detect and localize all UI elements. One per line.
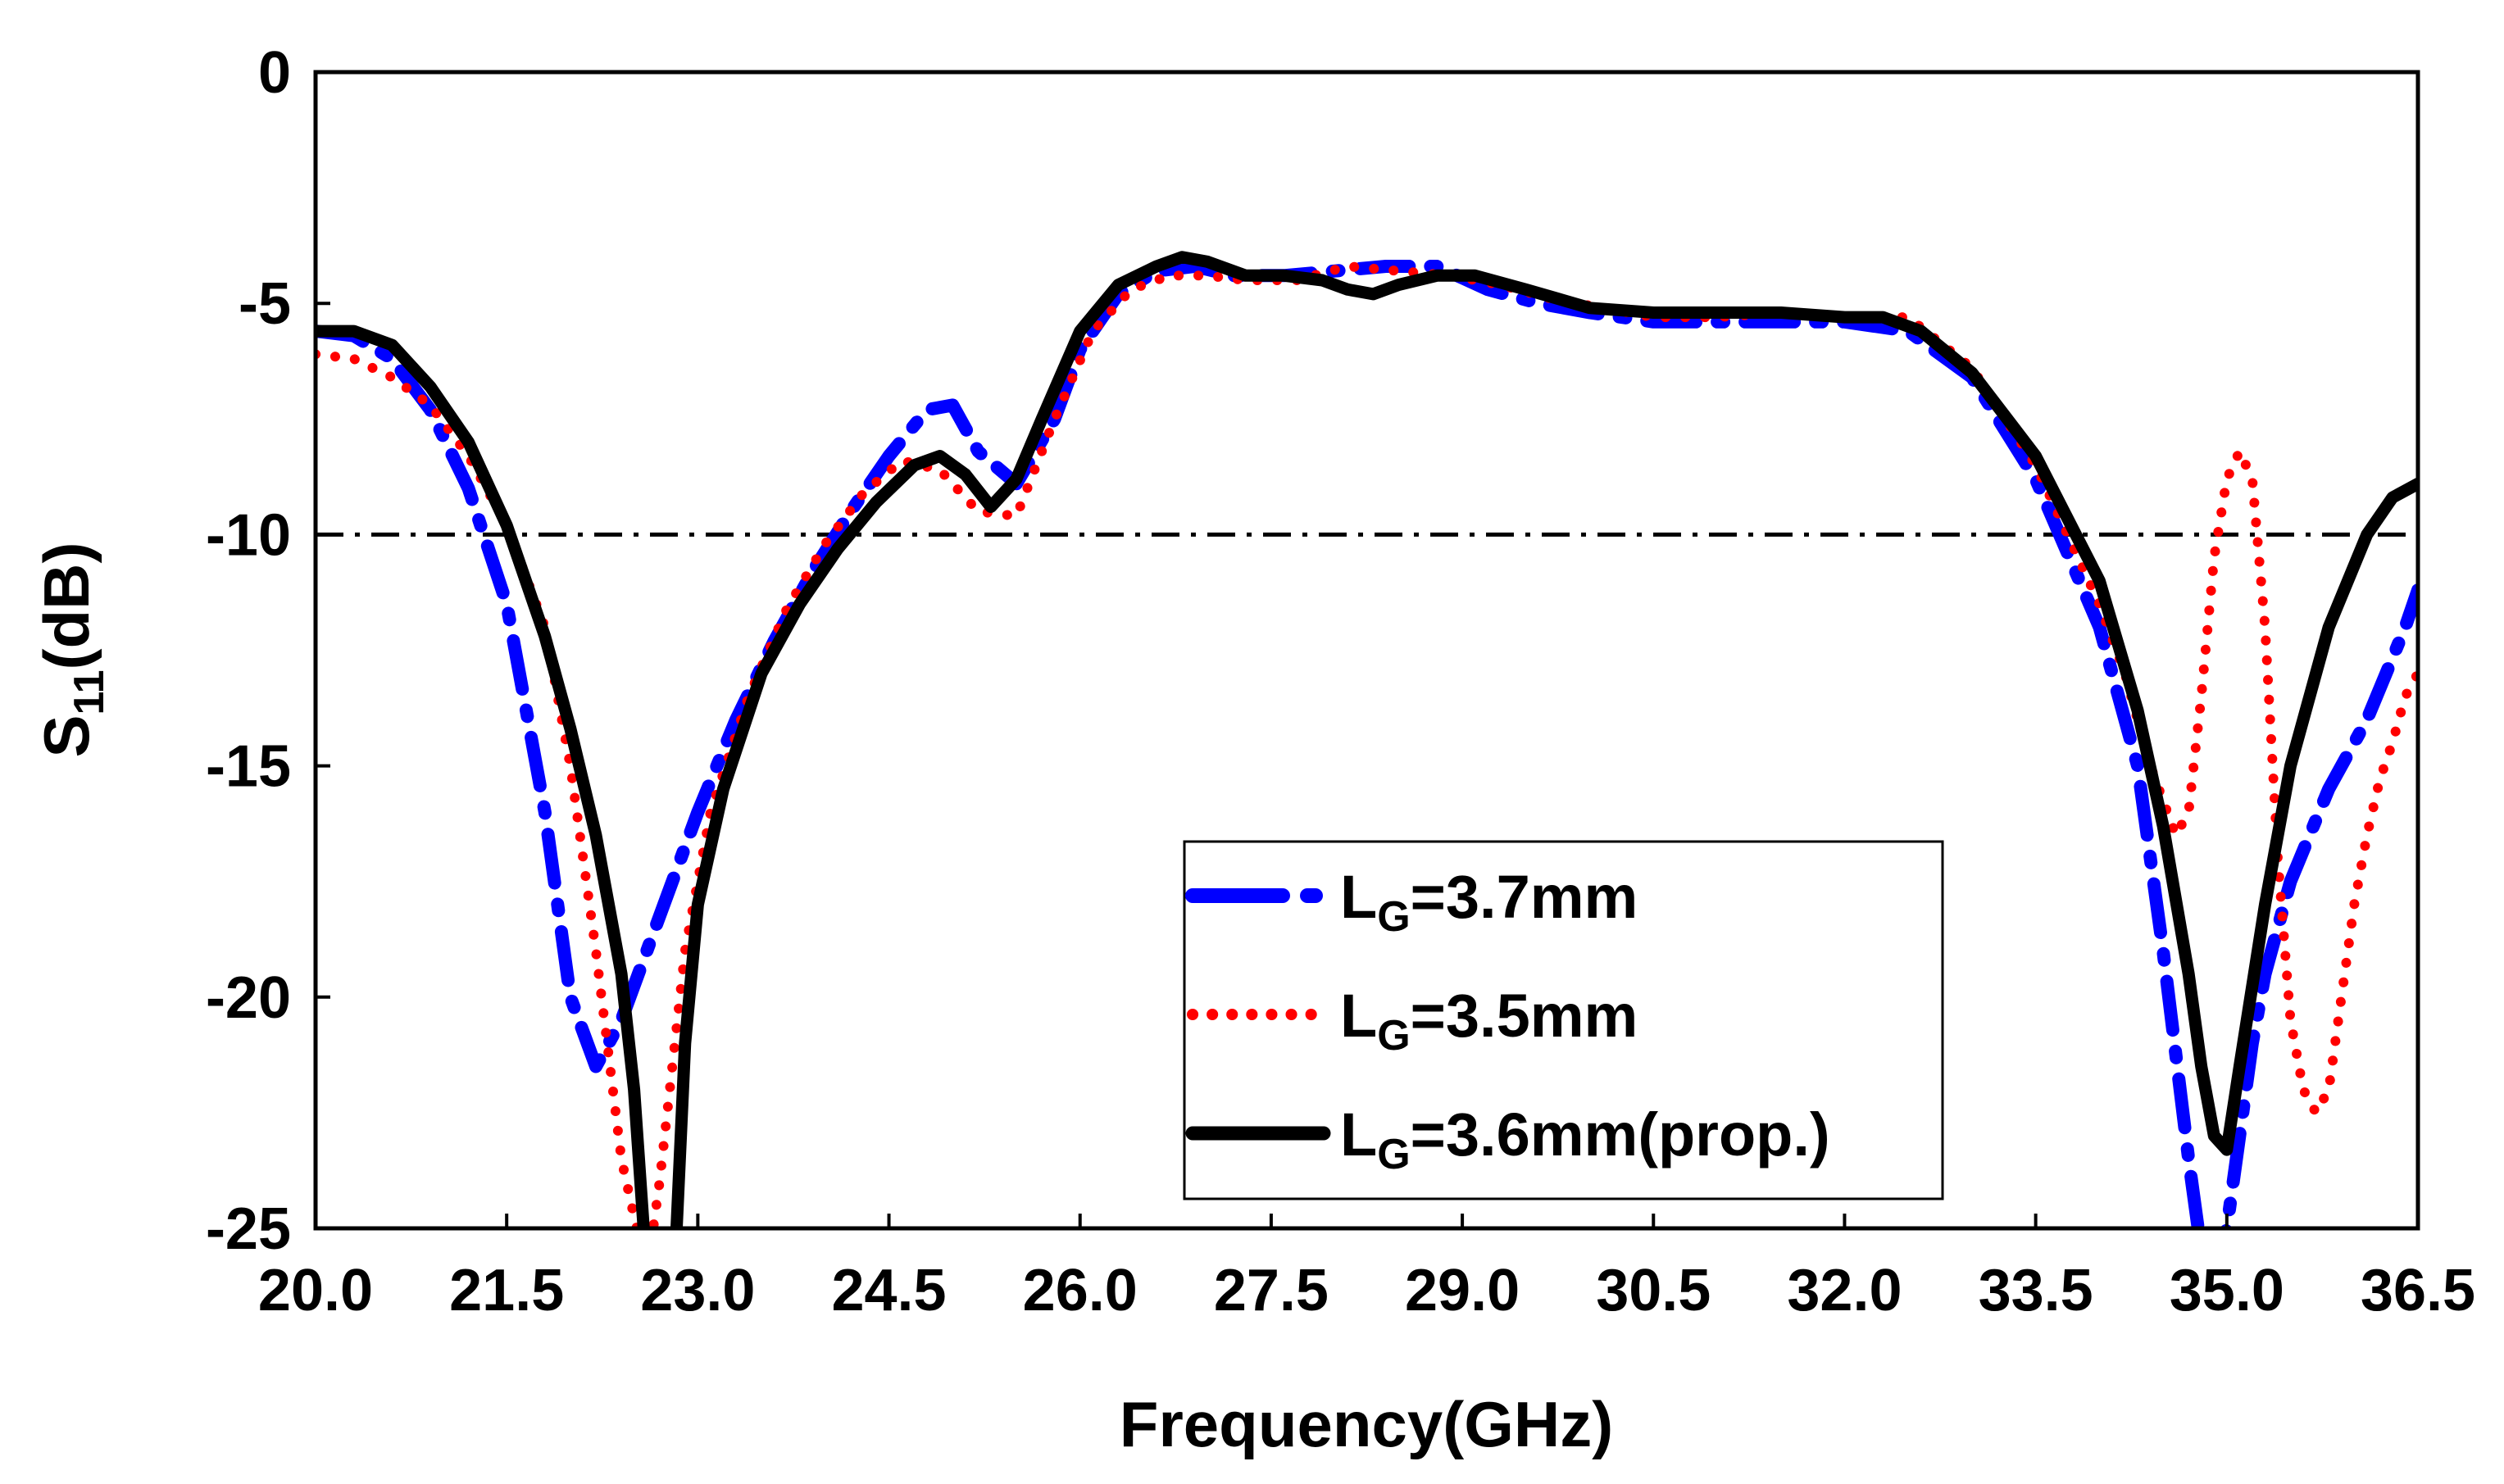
x-tick-label: 33.5 xyxy=(1979,1258,2093,1323)
x-tick-label: 35.0 xyxy=(2170,1258,2284,1323)
y-tick-label: -10 xyxy=(206,502,291,568)
y-tick-label: -25 xyxy=(206,1196,291,1262)
x-tick-label: 36.5 xyxy=(2361,1258,2475,1323)
plot-frame xyxy=(313,70,2420,1231)
series-line-3 xyxy=(316,251,2418,1228)
legend-label-1: LG=3.7mm xyxy=(1340,863,1638,941)
x-tick-label: 29.0 xyxy=(1405,1258,1520,1323)
x-tick-label: 23.0 xyxy=(640,1258,755,1323)
y-axis: 0 -5 -10 -15 -20 -25 xyxy=(206,40,330,1262)
x-tick-label: 21.5 xyxy=(449,1258,564,1323)
legend-label-3: LG=3.6mm(prop.) xyxy=(1340,1101,1830,1178)
x-tick-label: 30.5 xyxy=(1596,1258,1711,1323)
x-tick-label: 27.5 xyxy=(1214,1258,1329,1323)
x-tick-label: 26.0 xyxy=(1023,1258,1138,1323)
x-axis-title: Frequency(GHz) xyxy=(1120,1388,1613,1460)
legend-label-2: LG=3.5mm xyxy=(1340,982,1638,1060)
series-line-2 xyxy=(316,261,2418,1228)
x-tick-label: 32.0 xyxy=(1787,1258,1902,1323)
y-axis-title: S11(dB) xyxy=(30,542,113,758)
y-tick-label: 0 xyxy=(258,40,291,106)
legend: LG=3.7mm LG=3.5mm LG=3.6mm(prop.) xyxy=(1183,840,1944,1200)
x-axis: 20.0 21.5 23.0 24.5 26.0 27.5 29.0 30.5 32.0 33.5… xyxy=(258,1214,2475,1323)
y-tick-label: -20 xyxy=(206,965,291,1031)
y-tick-label: -15 xyxy=(206,734,291,800)
x-tick-label: 20.0 xyxy=(258,1258,373,1323)
plot-lines xyxy=(316,251,2418,1228)
y-tick-label: -5 xyxy=(239,271,291,337)
x-tick-label: 24.5 xyxy=(831,1258,946,1323)
